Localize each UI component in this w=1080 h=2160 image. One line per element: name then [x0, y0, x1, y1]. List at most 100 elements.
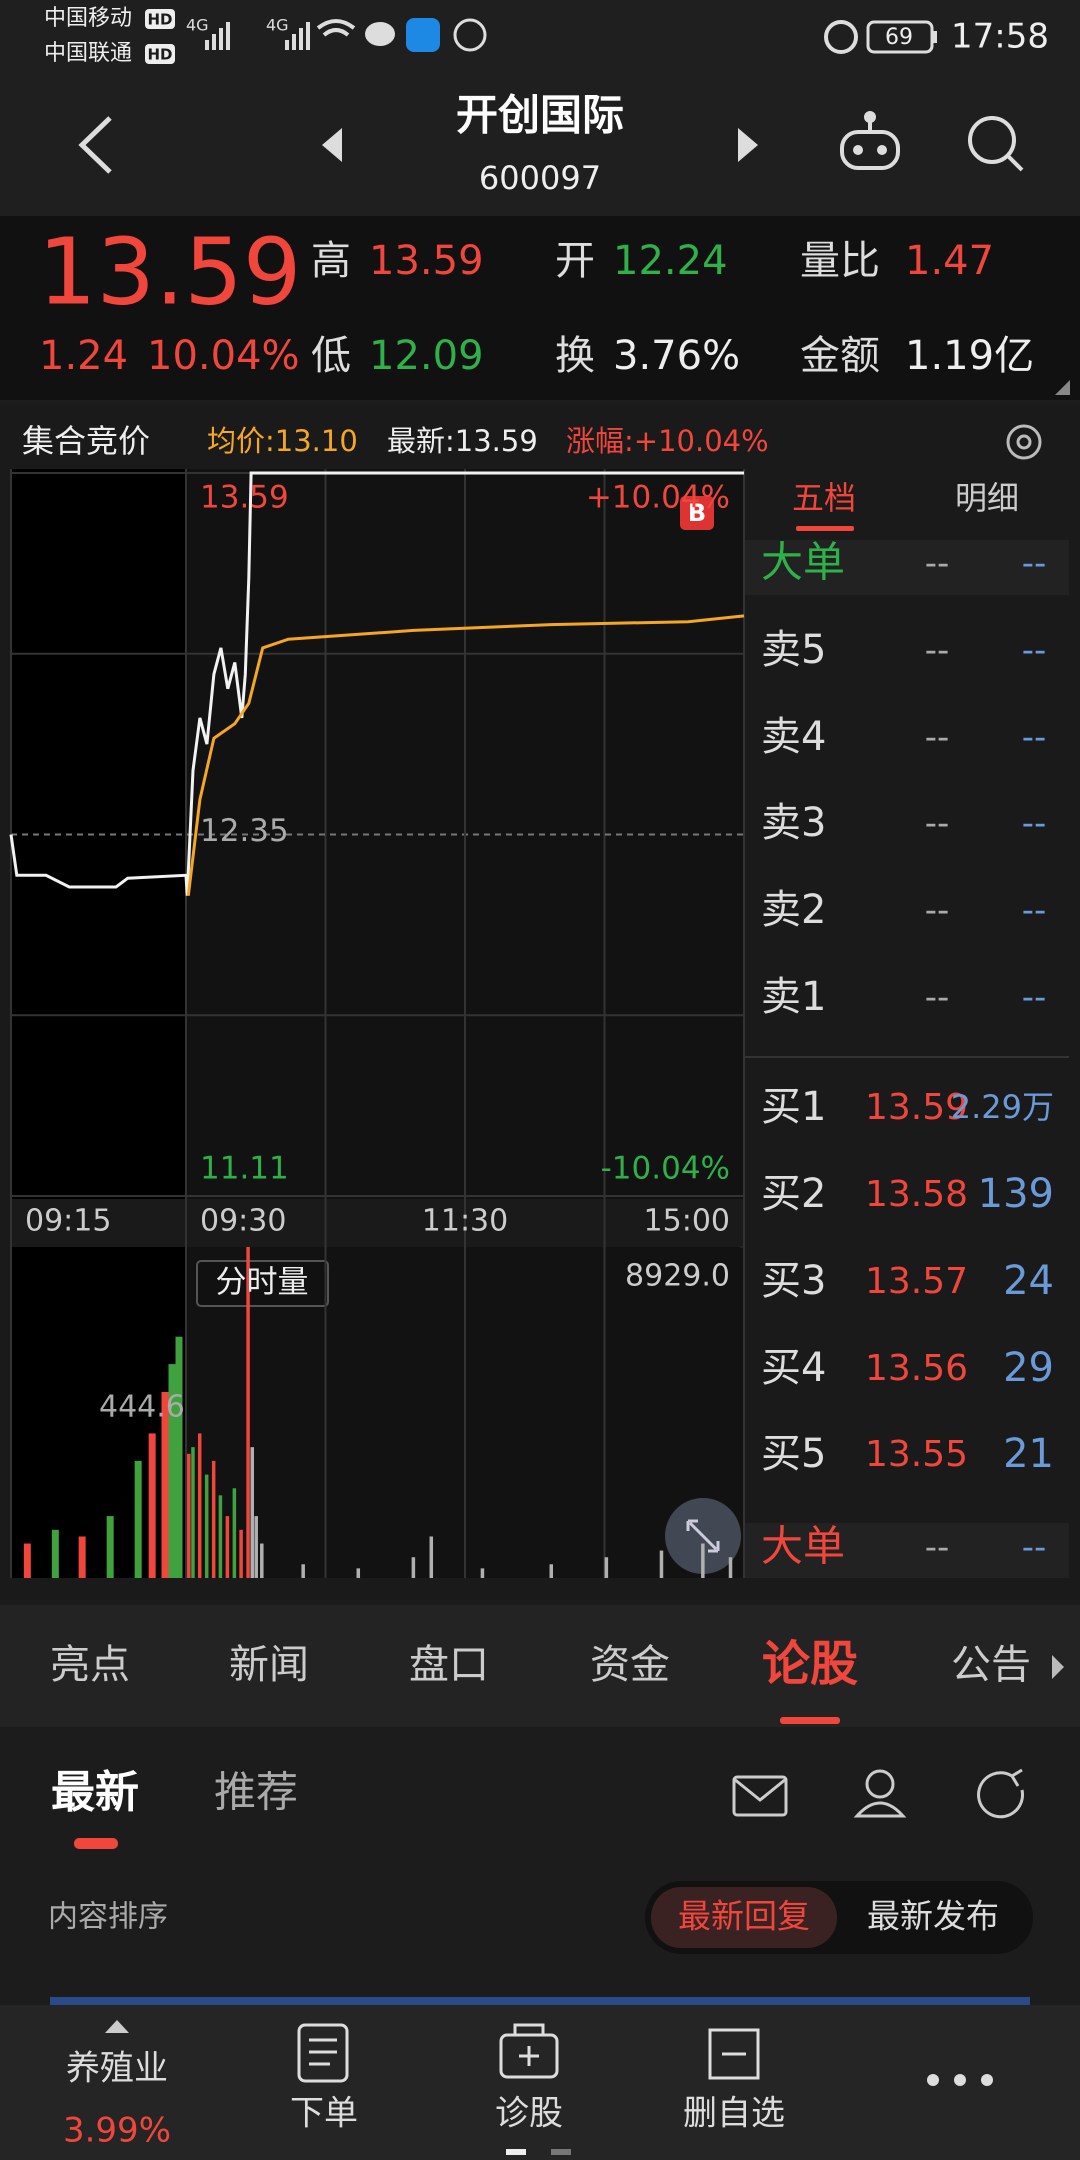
section-tab[interactable]: 盘口 [409, 1642, 489, 1688]
section-tab[interactable]: 新闻 [229, 1642, 309, 1688]
sub-tab[interactable]: 推荐 [214, 1768, 298, 1817]
nav-item[interactable]: 下单 [290, 2094, 358, 2134]
book-label: 卖2 [761, 887, 826, 933]
hd-label: HD [147, 46, 172, 64]
book-tab[interactable]: 明细 [955, 479, 1019, 517]
subtab-underline [74, 1838, 118, 1849]
hd-label: HD [147, 11, 172, 29]
book-price: -- [925, 978, 950, 1018]
book-label: 卖5 [761, 627, 826, 673]
book-price: 13.58 [865, 1174, 968, 1215]
mail-button[interactable] [732, 1775, 788, 1817]
nav-item[interactable]: 诊股 [495, 2094, 563, 2134]
amount: 1.19亿 [905, 333, 1034, 379]
auction-volume-label: 444.6 [99, 1390, 185, 1425]
sector-arrow[interactable] [105, 2020, 129, 2033]
settings-button[interactable] [1006, 424, 1042, 460]
volume-bar [134, 1460, 142, 1578]
expand-icon [686, 1519, 720, 1553]
label: 高 [311, 238, 351, 284]
volume-max-label: 8929.0 [625, 1259, 730, 1294]
volume-ratio: 1.47 [905, 238, 994, 284]
search-button[interactable] [968, 116, 1024, 172]
section-tab[interactable]: 资金 [590, 1642, 670, 1688]
carrier: 中国移动 [44, 6, 132, 31]
sort-option[interactable]: 最新发布 [867, 1897, 999, 1936]
volume-bar [106, 1516, 114, 1578]
hd-box [145, 44, 175, 64]
volume-bar [78, 1536, 86, 1578]
volume-bar [356, 1568, 361, 1578]
book-volume: 2.29万 [951, 1088, 1054, 1126]
book-volume: -- [1022, 631, 1047, 671]
book-volume: -- [1022, 978, 1047, 1018]
robot-button[interactable] [840, 111, 900, 170]
volume-bar [480, 1568, 485, 1578]
battery-tip [933, 31, 937, 43]
x-tick-label: 11:30 [422, 1204, 508, 1239]
change: 1.24 [39, 333, 128, 379]
book-price: -- [925, 544, 950, 584]
volume-bar [429, 1536, 434, 1578]
book-price: 13.57 [865, 1261, 968, 1302]
book-tab[interactable]: 五档 [792, 479, 856, 517]
sector-name[interactable]: 养殖业 [66, 2049, 168, 2089]
book-price: -- [925, 804, 950, 844]
badge-label[interactable]: B [688, 499, 706, 527]
signal-icon [205, 22, 310, 50]
volume-bar [148, 1433, 156, 1578]
x-tick-label: 15:00 [644, 1204, 730, 1239]
tabs-more[interactable] [1052, 1655, 1064, 1679]
book-volume: 29 [1003, 1345, 1054, 1391]
tab-underline [796, 526, 854, 531]
sort-option[interactable]: 最新回复 [678, 1897, 810, 1936]
user-button[interactable] [853, 1769, 907, 1818]
volume-bar [604, 1557, 609, 1578]
nav-icon [499, 2023, 559, 2079]
volume-bar [161, 1391, 169, 1578]
alarm-icon [824, 20, 858, 54]
back-button[interactable] [78, 116, 112, 174]
auction-volume-bg [11, 1247, 186, 1578]
change-label: 涨幅:+10.04% [566, 424, 769, 458]
sub-tab[interactable]: 最新 [51, 1767, 139, 1818]
volume-bar [701, 1543, 705, 1578]
label: 低 [311, 333, 351, 379]
price-line [9, 471, 744, 896]
chat-icon [365, 22, 395, 46]
avg-price: 均价:13.10 [207, 424, 358, 458]
x-tick-label: 09:30 [200, 1204, 286, 1239]
volume-bar [51, 1529, 59, 1578]
volume-bar [197, 1433, 202, 1578]
bottom-nav-bg [0, 2005, 1080, 2160]
page-dot [506, 2149, 526, 2155]
volume-bar [211, 1460, 216, 1578]
book-price: 13.59 [865, 1087, 968, 1128]
prev-stock[interactable] [322, 128, 342, 162]
nav-item[interactable]: 删自选 [683, 2094, 785, 2134]
section-tab[interactable]: 公告 [951, 1642, 1031, 1688]
book-label: 买5 [761, 1431, 826, 1477]
sort-active [651, 1887, 837, 1948]
section-tab[interactable]: 亮点 [50, 1642, 130, 1688]
volume-bar [246, 1247, 250, 1578]
more-button[interactable] [927, 2074, 993, 2086]
next-stock[interactable] [738, 128, 758, 162]
book-label: 买1 [761, 1084, 826, 1130]
stock-name: 开创国际 [456, 91, 624, 140]
price-line [186, 614, 745, 896]
x-tick-label: 09:15 [25, 1204, 111, 1239]
refresh-button[interactable] [977, 1768, 1025, 1819]
mode-label[interactable]: 集合竞价 [22, 422, 150, 460]
big-order-row-bg [745, 1523, 1069, 1578]
volume-label: 分时量 [216, 1265, 309, 1301]
section-tab[interactable]: 论股 [762, 1636, 858, 1692]
volume-bar [23, 1543, 31, 1578]
last-price: 13.59 [38, 218, 301, 325]
carrier: 中国联通 [44, 41, 132, 66]
turnover: 3.76% [613, 333, 740, 379]
volume-bar [204, 1474, 209, 1578]
b-badge[interactable] [680, 496, 714, 530]
